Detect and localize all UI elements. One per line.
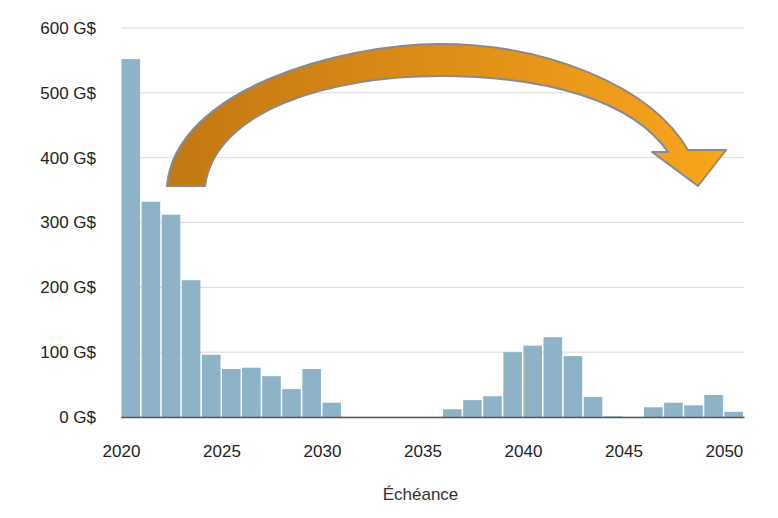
bar <box>322 403 341 417</box>
x-tick-label: 2020 <box>103 442 141 461</box>
grid <box>121 28 744 417</box>
x-tick-label: 2035 <box>404 442 442 461</box>
y-axis: 0 G$ 100 G$ 200 G$ 300 G$ 400 G$ 500 G$ 600 G$ <box>40 19 121 427</box>
grid-line <box>121 352 744 353</box>
bar <box>142 202 161 417</box>
bar <box>242 368 261 417</box>
x-tick: 2025 <box>203 417 241 461</box>
y-tick: 100 G$ <box>40 343 121 362</box>
y-tick: 0 G$ <box>59 408 121 427</box>
y-tick-label: 200 G$ <box>40 278 96 297</box>
bar <box>282 389 301 417</box>
x-tick: 2030 <box>304 417 342 461</box>
bar <box>302 369 321 417</box>
arrow <box>167 44 726 186</box>
bar <box>644 407 663 417</box>
bar <box>523 346 542 417</box>
x-axis: 2020 2025 2030 2035 2040 2045 2050 <box>103 417 745 461</box>
y-tick: 300 G$ <box>40 213 121 232</box>
bar <box>443 409 462 417</box>
y-tick-label: 0 G$ <box>59 408 96 427</box>
bar <box>463 400 482 417</box>
x-tick-label: 2050 <box>705 442 743 461</box>
bar <box>122 59 141 417</box>
grid-line <box>121 92 744 93</box>
y-tick: 200 G$ <box>40 278 121 297</box>
bar <box>684 405 703 417</box>
y-tick-label: 300 G$ <box>40 213 96 232</box>
bar <box>664 403 683 417</box>
chart: 0 G$ 100 G$ 200 G$ 300 G$ 400 G$ 500 G$ 600 G$… <box>0 0 778 518</box>
x-axis-title: Échéance <box>383 485 459 504</box>
x-axis-line <box>122 417 745 419</box>
bar <box>202 355 221 417</box>
bar <box>162 215 181 417</box>
bar <box>544 337 563 417</box>
bar <box>704 395 723 417</box>
x-tick-label: 2025 <box>203 442 241 461</box>
bar <box>262 376 281 417</box>
x-tick-label: 2045 <box>605 442 643 461</box>
y-tick-label: 400 G$ <box>40 149 96 168</box>
x-tick-label: 2040 <box>505 442 543 461</box>
x-tick: 2040 <box>505 417 543 461</box>
x-tick-label: 2030 <box>304 442 342 461</box>
x-tick: 2045 <box>605 417 643 461</box>
grid-line <box>121 287 744 288</box>
x-tick: 2050 <box>705 417 743 461</box>
bar <box>724 412 743 417</box>
bar <box>222 369 241 417</box>
bar <box>182 280 201 417</box>
grid-line <box>121 222 744 223</box>
bar <box>503 352 522 417</box>
grid-line <box>121 28 744 29</box>
y-tick-label: 100 G$ <box>40 343 96 362</box>
y-tick: 500 G$ <box>40 84 121 103</box>
x-tick: 2035 <box>404 417 442 461</box>
y-tick: 400 G$ <box>40 149 121 168</box>
bar <box>564 356 583 417</box>
y-tick: 600 G$ <box>40 19 121 38</box>
x-tick: 2020 <box>103 417 141 461</box>
bar <box>584 397 603 417</box>
plot: 0 G$ 100 G$ 200 G$ 300 G$ 400 G$ 500 G$ 600 G$… <box>40 19 744 461</box>
y-tick-label: 500 G$ <box>40 84 96 103</box>
bar <box>483 396 502 417</box>
y-tick-label: 600 G$ <box>40 19 96 38</box>
